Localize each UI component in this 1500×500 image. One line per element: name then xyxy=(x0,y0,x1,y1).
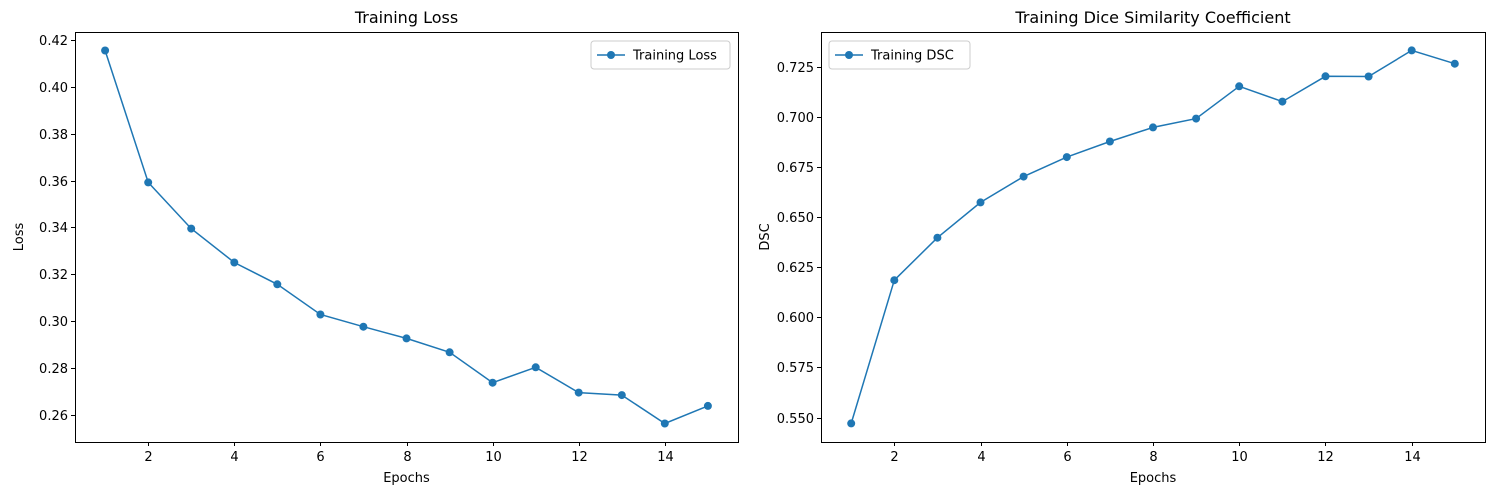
training-dsc-plot-area: 2 4 6 8 10 12 14 0.550 0.575 0.600 0.625 0.650 0.675… xyxy=(777,46,1459,465)
training-dsc-data-point xyxy=(1192,114,1201,123)
training-loss-y-tick-label: 0.40 xyxy=(39,81,68,96)
training-dsc-y-axis-label: DSC xyxy=(758,223,773,250)
training-dsc-axes-frame xyxy=(821,32,1486,443)
training-dsc-data-point xyxy=(976,198,985,207)
training-loss-data-point xyxy=(445,348,454,357)
training-loss-axes-frame xyxy=(75,32,739,443)
training-dsc-x-tick-label: 12 xyxy=(1317,450,1334,465)
training-dsc-title: Training Dice Similarity Coefficient xyxy=(1014,8,1290,27)
training-loss-x-tick-label: 4 xyxy=(230,450,238,465)
training-loss-data-point xyxy=(316,310,325,319)
training-loss-data-point xyxy=(230,258,239,267)
training-dsc-x-axis-label: Epochs xyxy=(1130,471,1177,486)
training-loss-x-tick-label: 8 xyxy=(403,450,411,465)
training-dsc-data-point xyxy=(1364,72,1373,81)
training-dsc-data-point xyxy=(933,233,942,242)
training-loss-data-point xyxy=(187,224,196,233)
training-loss-y-tick-label: 0.34 xyxy=(39,221,68,236)
training-loss-y-tick-label: 0.28 xyxy=(39,362,68,377)
training-dsc-y-tick-label: 0.550 xyxy=(777,412,814,427)
training-loss-legend-label: Training Loss xyxy=(632,49,717,64)
training-loss-data-point xyxy=(574,388,583,397)
training-loss-data-point xyxy=(273,280,282,289)
training-loss-y-axis-label: Loss xyxy=(12,223,27,252)
training-dsc-data-point xyxy=(890,276,899,285)
training-loss-data-point xyxy=(144,178,153,187)
training-dsc-x-tick-label: 10 xyxy=(1231,450,1248,465)
training-loss-y-tick-label: 0.36 xyxy=(39,175,68,190)
training-loss-title: Training Loss xyxy=(354,8,458,27)
training-dsc-data-point xyxy=(1149,123,1157,132)
training-loss-y-tick-label: 0.38 xyxy=(39,128,68,143)
training-loss-x-tick-label: 14 xyxy=(657,450,674,465)
training-loss-x-tick-label: 2 xyxy=(144,450,152,465)
training-dsc-data-point xyxy=(1235,82,1244,91)
training-dsc-data-point xyxy=(1407,46,1416,55)
training-loss-legend: Training Loss xyxy=(590,40,731,70)
training-loss-data-point xyxy=(617,391,626,400)
training-loss-legend-box xyxy=(590,40,731,70)
training-dsc-data-point xyxy=(1321,72,1330,81)
training-dsc-y-tick-label: 0.600 xyxy=(777,311,814,326)
training-dsc-legend: Training DSC xyxy=(828,40,971,70)
training-dsc-legend-label: Training DSC xyxy=(870,49,954,64)
training-dsc-data-point xyxy=(1278,97,1287,106)
training-loss-x-tick-label: 12 xyxy=(571,450,588,465)
training-loss-data-point xyxy=(359,322,368,331)
training-loss-data-point xyxy=(703,401,712,410)
training-loss-x-axis-label: Epochs xyxy=(383,471,430,486)
training-loss-data-point xyxy=(402,334,411,343)
training-loss-data-point xyxy=(101,46,110,55)
training-loss-y-tick-label: 0.42 xyxy=(39,34,68,49)
training-loss-data-point xyxy=(531,363,540,372)
training-loss-y-tick-label: 0.26 xyxy=(39,409,68,424)
training-dsc-panel: 2 4 6 8 10 12 14 0.550 0.575 0.600 0.625 0.650 0.675… xyxy=(758,8,1486,486)
training-dsc-legend-marker xyxy=(845,51,853,59)
training-dsc-x-tick-label: 4 xyxy=(977,450,985,465)
training-loss-panel: 2 4 6 8 10 12 14 0.26 0.28 0.30 0.32 0.34 0.36 0.38 0.… xyxy=(12,8,739,486)
training-dsc-y-tick-label: 0.650 xyxy=(777,211,814,226)
training-dsc-x-tick-label: 8 xyxy=(1149,450,1157,465)
training-dsc-y-tick-label: 0.675 xyxy=(777,161,814,176)
training-dsc-legend-box xyxy=(828,40,971,70)
training-loss-y-tick-label: 0.30 xyxy=(39,315,68,330)
training-dsc-y-tick-label: 0.700 xyxy=(777,111,814,126)
training-loss-data-point xyxy=(660,419,669,428)
training-dsc-data-point xyxy=(1019,172,1028,181)
training-dsc-y-tick-label: 0.625 xyxy=(777,261,814,276)
training-dsc-data-point xyxy=(847,419,856,428)
training-dsc-data-point xyxy=(1450,59,1459,68)
training-loss-y-tick-label: 0.32 xyxy=(39,268,68,283)
training-dsc-data-point xyxy=(1105,137,1114,146)
training-loss-x-tick-label: 6 xyxy=(316,450,324,465)
training-dsc-y-tick-label: 0.725 xyxy=(777,61,814,76)
training-dsc-x-tick-label: 6 xyxy=(1063,450,1071,465)
training-loss-x-tick-label: 10 xyxy=(485,450,502,465)
training-dsc-x-tick-label: 2 xyxy=(890,450,898,465)
training-dsc-data-point xyxy=(1062,153,1071,162)
training-loss-plot-area: 2 4 6 8 10 12 14 0.26 0.28 0.30 0.32 0.34 0.36 0.38 0.… xyxy=(39,34,712,465)
training-loss-data-point xyxy=(488,378,497,387)
training-dsc-y-tick-label: 0.575 xyxy=(777,361,814,376)
training-dsc-x-tick-label: 14 xyxy=(1404,450,1421,465)
training-loss-legend-marker xyxy=(607,51,615,59)
